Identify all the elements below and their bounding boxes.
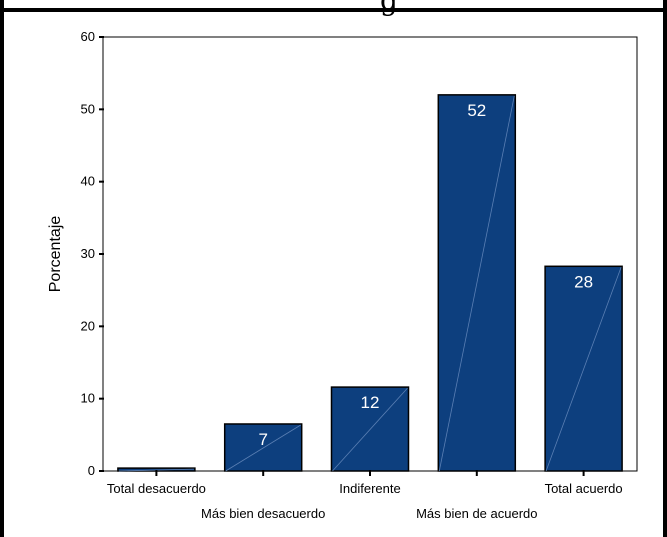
bar-value-label: 7: [258, 430, 267, 449]
x-category-label: Total acuerdo: [545, 481, 623, 496]
x-category-label: Indiferente: [339, 481, 400, 496]
top-border: [0, 8, 667, 12]
y-tick-label: 60: [81, 29, 95, 44]
bar-value-label: 28: [574, 272, 593, 291]
bar-value-label: 12: [361, 393, 380, 412]
y-tick-label: 50: [81, 101, 95, 116]
x-category-label: Total desacuerdo: [107, 481, 206, 496]
partial-title-glyph: g: [380, 0, 398, 17]
y-axis-label: Porcentaje: [47, 216, 64, 293]
bar-highlight: [438, 95, 515, 472]
y-tick-label: 0: [88, 463, 95, 478]
bar-highlight: [545, 267, 622, 472]
x-category-label: Más bien desacuerdo: [201, 506, 325, 521]
y-tick-label: 30: [81, 246, 95, 261]
x-category-label: Más bien de acuerdo: [416, 506, 537, 521]
bar-highlight: [332, 387, 408, 472]
y-tick-label: 10: [81, 391, 95, 406]
bar-highlight: [225, 424, 301, 472]
y-tick-label: 20: [81, 318, 95, 333]
bar-value-label: 52: [467, 101, 486, 120]
y-tick-label: 40: [81, 174, 95, 189]
